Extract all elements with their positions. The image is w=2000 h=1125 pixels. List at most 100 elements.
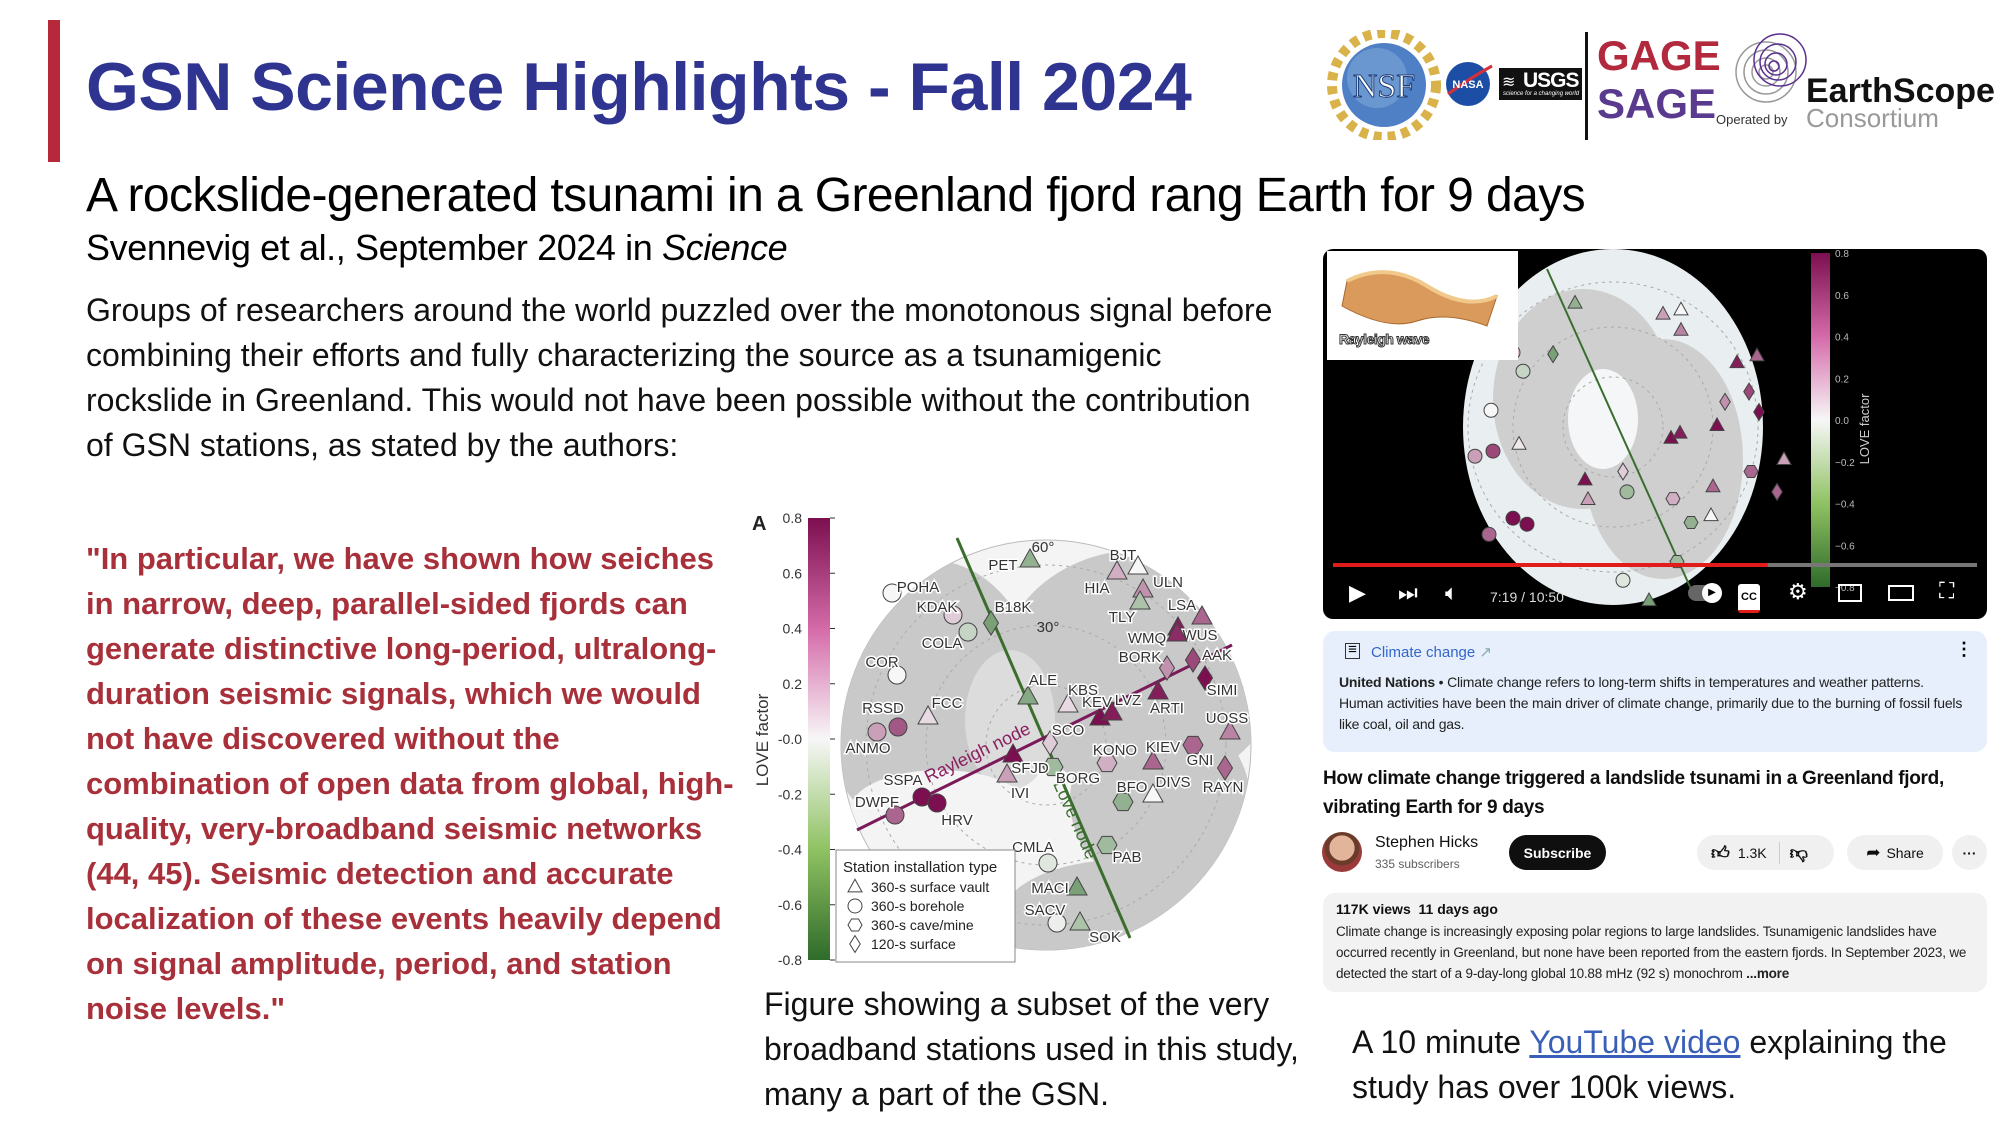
avatar[interactable] (1322, 832, 1362, 872)
volume-icon[interactable]: 🔈︎ (1445, 580, 1459, 605)
video-station-marker (1547, 344, 1559, 364)
video-colorbar (1811, 253, 1830, 587)
circle-marker (887, 665, 907, 685)
station-label: DWPF (855, 794, 899, 811)
more-link[interactable]: ...more (1742, 966, 1790, 981)
triangle-marker (1142, 749, 1164, 770)
colorbar-tick-label: 0.8 (783, 510, 803, 526)
video-station-marker (1515, 363, 1531, 379)
theater-icon[interactable] (1888, 585, 1914, 601)
station-bjt: BJT (1108, 546, 1149, 575)
triangle-marker (1017, 684, 1039, 705)
video-colorbar-tick-label: 0.4 (1835, 333, 1849, 344)
consortium-wordmark: Consortium (1806, 103, 1939, 133)
station-label: BJT (1110, 547, 1137, 564)
inset-label: Rayleigh wave (1339, 331, 1431, 348)
like-dislike-pill: 👍︎ 1.3K 👎︎ (1697, 835, 1834, 870)
video-station-marker (1580, 490, 1596, 505)
latitude-label-30: 30° (1037, 619, 1060, 636)
thumbs-down-icon[interactable]: 👎︎ (1789, 842, 1808, 863)
station-cor: COR (864, 653, 907, 685)
station-map-figure: A 0.8 0.6 0.4 0.2 -0.0 -0.2 -0.4 -0.6 -0.8 LOVE … (752, 510, 1252, 968)
video-station-marker (1615, 572, 1631, 588)
triangle-marker (1069, 910, 1091, 931)
video-station-marker (1743, 382, 1755, 401)
station-kono: KONO (1091, 741, 1139, 773)
video-station-marker (1505, 510, 1521, 526)
colorbar-tick-label: -0.8 (778, 952, 802, 968)
colorbar-tick-label: -0.6 (778, 897, 802, 913)
climate-change-link-label[interactable]: Climate change (1371, 644, 1476, 661)
circle-marker (888, 717, 908, 737)
citation: Svennevig et al., September 2024 in Scie… (86, 227, 788, 269)
triangle-marker (1019, 547, 1041, 568)
colorbar-tick-label: 0.2 (783, 676, 803, 692)
triangle-marker (1147, 679, 1169, 700)
youtube-video-link[interactable]: YouTube video (1529, 1024, 1741, 1060)
fullscreen-icon[interactable]: ⛶ (1939, 578, 1955, 603)
video-colorbar-tick-label: −0.4 (1835, 500, 1855, 511)
station-sfjd: SFJD (1002, 742, 1050, 779)
subscribe-button[interactable]: Subscribe (1509, 835, 1606, 870)
svg-text:NSF: NSF (1353, 68, 1415, 105)
share-label: Share (1886, 844, 1924, 861)
divider (1778, 841, 1780, 864)
station-label: LVZ (1115, 692, 1141, 709)
video-station-marker (1705, 478, 1721, 493)
video-time: 7:19 / 10:50 (1490, 589, 1564, 605)
triangle-marker (1142, 782, 1164, 803)
gear-icon[interactable]: ⚙ (1788, 579, 1808, 604)
station-maci: MACI (1030, 875, 1088, 899)
station-label: COR (865, 654, 899, 671)
climate-change-link[interactable]: Climate change ↗ (1371, 643, 1492, 661)
next-icon[interactable]: ⏭ (1398, 580, 1418, 605)
station-lvz: LVZ (1101, 691, 1143, 721)
video-station-marker (1483, 402, 1499, 418)
video-station-marker (1673, 321, 1689, 336)
miniplayer-icon[interactable] (1838, 584, 1862, 602)
video-title: How climate change triggered a landslide… (1323, 768, 1944, 818)
circle-marker (958, 622, 978, 642)
station-label: MACI (1031, 880, 1069, 897)
diamond-marker (1158, 655, 1176, 681)
legend-item-label: 120-s surface (871, 936, 956, 952)
share-button[interactable]: ➦ Share (1847, 835, 1943, 870)
description-box[interactable]: 117K views 11 days ago Climate change is… (1323, 893, 1987, 992)
station-sco: SCO (1041, 721, 1086, 756)
station-pet: PET (987, 547, 1041, 576)
hexagon-marker (1042, 757, 1064, 777)
autoplay-toggle[interactable]: ▶ (1688, 583, 1722, 603)
circle-marker (1038, 853, 1058, 873)
thumbs-up-icon[interactable]: 👍︎ (1711, 842, 1730, 863)
station-poha: POHA (882, 578, 941, 603)
video-player[interactable]: 0.8 0.6 0.4 0.2 0.0 −0.2 −0.4 −0.6 −0.8 LOVE fac… (1323, 249, 1987, 619)
station-label: RSSD (862, 700, 904, 717)
hexagon-marker (1182, 735, 1204, 755)
circle-legend-icon (847, 898, 863, 914)
like-count[interactable]: 1.3K (1737, 844, 1767, 861)
station-ivi: IVI (996, 762, 1031, 804)
hexagon-marker (1096, 835, 1118, 855)
author-quote: "In particular, we have shown how seiche… (86, 541, 734, 1026)
station-simi: SIMI (1196, 665, 1239, 701)
channel-name[interactable]: Stephen Hicks (1375, 834, 1479, 851)
external-link-icon: ↗ (1479, 644, 1492, 661)
play-icon[interactable]: ▶ (1349, 580, 1366, 605)
kebab-menu-icon[interactable]: ⋮ (1955, 639, 1973, 659)
usgs-logo: USGS ≋ science for a changing world (1499, 68, 1582, 100)
circle-marker (882, 583, 902, 603)
video-station-marker (1665, 492, 1681, 506)
station-arti: ARTI (1147, 679, 1185, 719)
triangle-marker (1066, 875, 1088, 896)
triangle-marker (1129, 589, 1151, 610)
station-label: GNI (1187, 752, 1214, 769)
station-label: UOSS (1206, 710, 1249, 727)
station-label: PAB (1113, 849, 1142, 866)
more-actions-button[interactable]: ··· (1952, 835, 1987, 870)
triangle-marker (1127, 554, 1149, 575)
progress-fill[interactable] (1333, 563, 1768, 567)
cc-icon[interactable]: CC (1738, 584, 1760, 613)
video-note-prefix: A 10 minute (1352, 1024, 1530, 1060)
station-uoss: UOSS (1204, 709, 1250, 740)
circle-marker (885, 805, 905, 825)
